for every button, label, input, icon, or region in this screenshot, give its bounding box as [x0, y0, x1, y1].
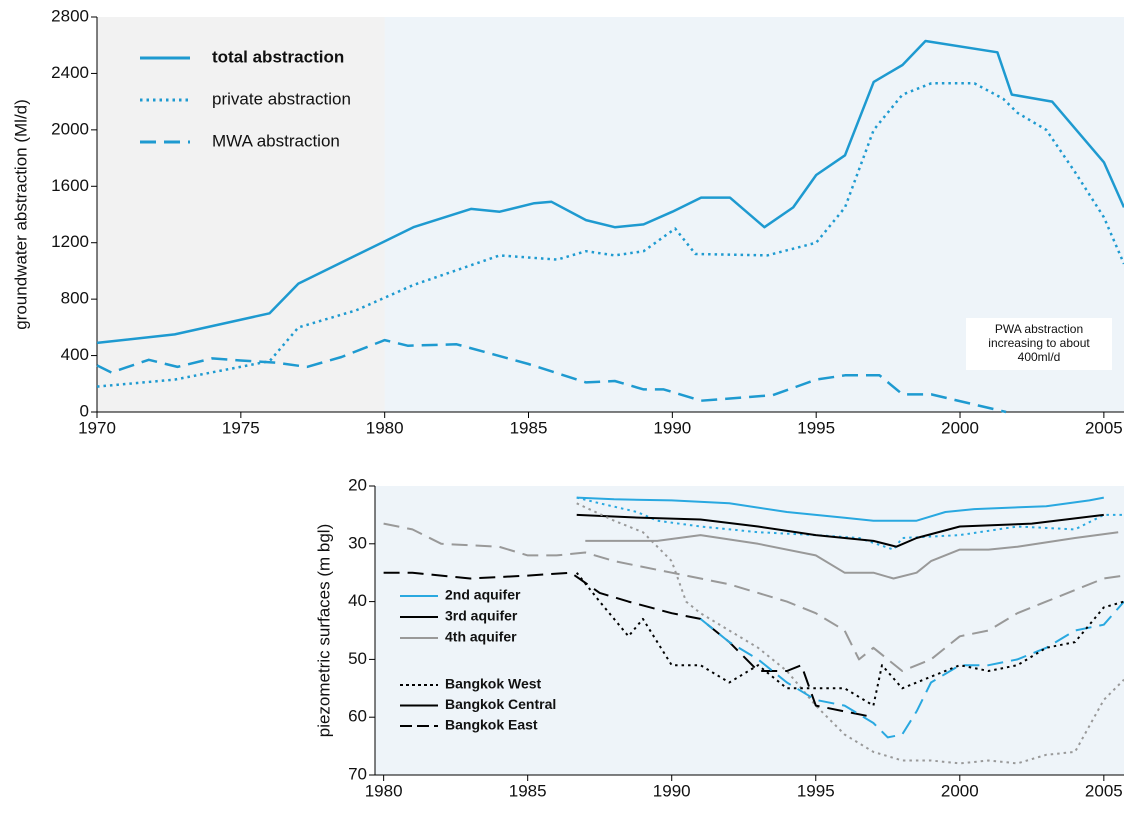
x-tick-label: 2005	[1085, 418, 1123, 437]
plot-background	[375, 486, 1124, 775]
legend-label: MWA abstraction	[212, 131, 340, 150]
shaded-region	[97, 17, 385, 412]
data-line	[576, 496, 1124, 551]
legend-label: Bangkok Central	[445, 696, 556, 712]
y-axis-label: piezometric surfaces (m bgl)	[314, 524, 333, 738]
x-tick-label: 2005	[1085, 781, 1123, 800]
x-tick-label: 2000	[941, 781, 979, 800]
y-tick-label: 2400	[51, 63, 89, 82]
y-tick-label: 2000	[51, 119, 89, 138]
legend-label: 3rd aquifer	[445, 608, 518, 624]
x-tick-label: 1980	[366, 418, 404, 437]
x-tick-label: 1980	[365, 781, 403, 800]
y-tick-label: 60	[348, 707, 367, 726]
y-tick-label: 40	[348, 591, 367, 610]
annotation: increasing to about	[988, 336, 1090, 350]
y-tick-label: 800	[61, 289, 89, 308]
annotation: 400ml/d	[1018, 350, 1061, 364]
y-tick-label: 0	[80, 401, 89, 420]
x-tick-label: 1990	[653, 781, 691, 800]
legend-label: total abstraction	[212, 47, 344, 66]
data-line	[575, 572, 1124, 707]
x-tick-label: 1995	[797, 418, 835, 437]
legend-label: 2nd aquifer	[445, 587, 521, 603]
annotation: PWA abstraction	[995, 322, 1083, 336]
y-tick-label: 1600	[51, 176, 89, 195]
x-tick-label: 1985	[509, 781, 547, 800]
y-tick-label: 400	[61, 345, 89, 364]
y-tick-label: 30	[348, 533, 367, 552]
x-tick-label: 1995	[797, 781, 835, 800]
x-tick-label: 1985	[510, 418, 548, 437]
x-tick-label: 1970	[78, 418, 116, 437]
x-tick-label: 2000	[941, 418, 979, 437]
data-line	[699, 600, 1124, 739]
y-tick-label: 1200	[51, 232, 89, 251]
x-tick-label: 1975	[222, 418, 260, 437]
data-line	[383, 522, 1124, 672]
legend-label: private abstraction	[212, 89, 351, 108]
y-tick-label: 70	[348, 764, 367, 783]
data-line	[585, 531, 1119, 580]
y-tick-label: 50	[348, 649, 367, 668]
data-line	[576, 496, 1104, 522]
y-tick-label: 20	[348, 475, 367, 494]
x-tick-label: 1990	[653, 418, 691, 437]
data-line	[576, 502, 1124, 765]
legend-label: Bangkok East	[445, 717, 538, 733]
data-line	[96, 39, 1124, 345]
data-line	[96, 338, 1007, 414]
legend-label: 4th aquifer	[445, 629, 517, 645]
y-axis-label: groundwater abstraction (Ml/d)	[11, 99, 30, 330]
annotation-box	[966, 318, 1112, 370]
data-line	[383, 571, 874, 719]
y-tick-label: 2800	[51, 6, 89, 25]
legend-label: Bangkok West	[445, 676, 542, 692]
data-line	[576, 513, 1104, 548]
